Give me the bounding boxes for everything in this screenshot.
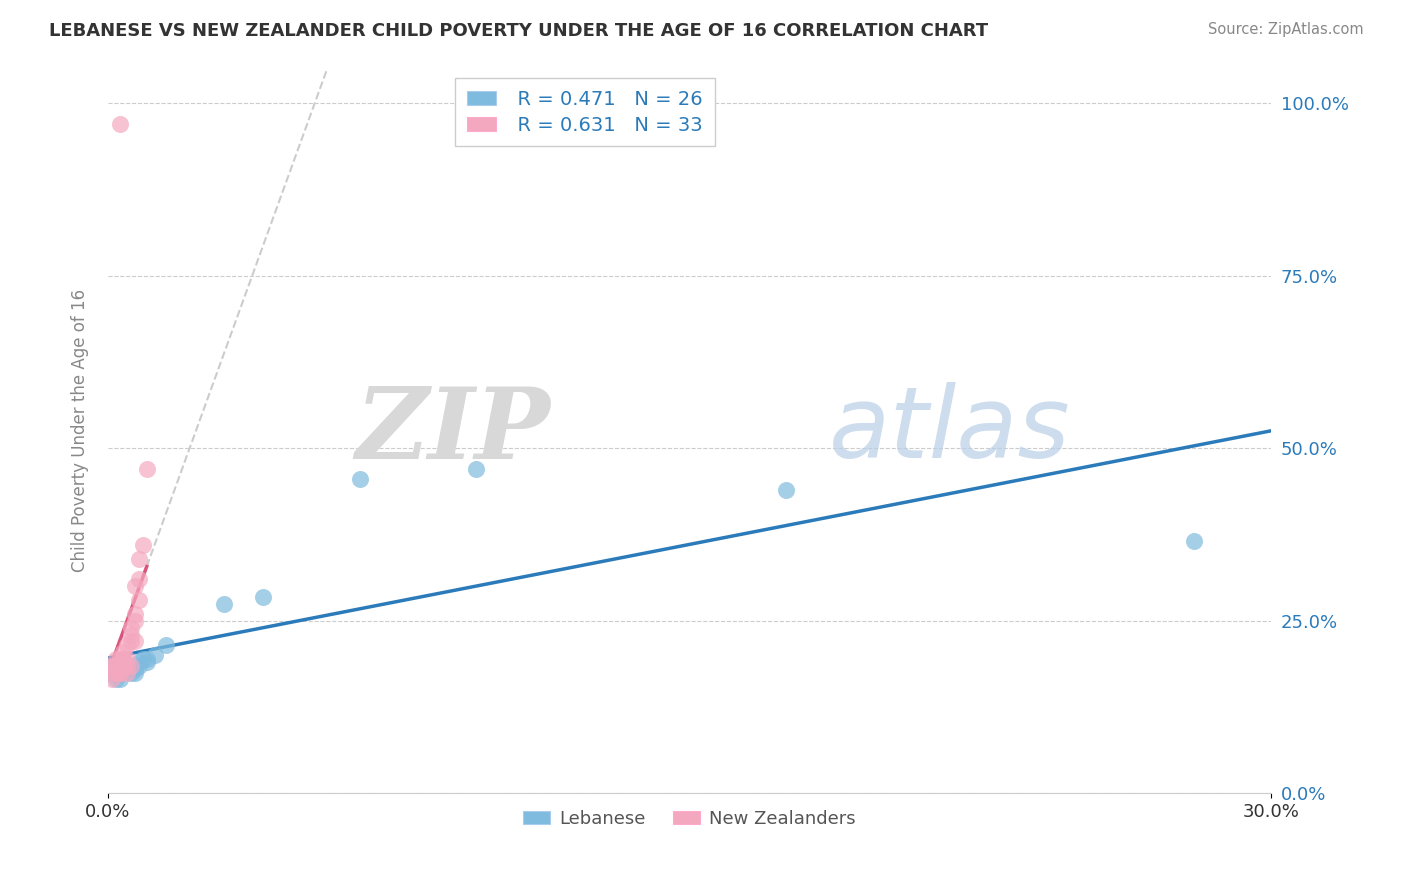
Point — [108, 117, 131, 131]
Point — [124, 579, 146, 593]
Point — [120, 627, 142, 641]
Point — [117, 665, 139, 680]
Point — [465, 462, 488, 476]
Point — [112, 658, 135, 673]
Point — [112, 645, 135, 659]
Text: ZIP: ZIP — [354, 383, 550, 479]
Point — [108, 651, 131, 665]
Point — [117, 651, 139, 665]
Point — [108, 665, 131, 680]
Point — [128, 658, 150, 673]
Point — [128, 572, 150, 586]
Point — [128, 551, 150, 566]
Text: Source: ZipAtlas.com: Source: ZipAtlas.com — [1208, 22, 1364, 37]
Point — [108, 658, 131, 673]
Point — [104, 651, 127, 665]
Point — [132, 651, 155, 665]
Point — [104, 658, 127, 673]
Point — [775, 483, 797, 497]
Point — [117, 658, 139, 673]
Point — [104, 665, 127, 680]
Point — [1182, 534, 1205, 549]
Point — [120, 665, 142, 680]
Text: LEBANESE VS NEW ZEALANDER CHILD POVERTY UNDER THE AGE OF 16 CORRELATION CHART: LEBANESE VS NEW ZEALANDER CHILD POVERTY … — [49, 22, 988, 40]
Point — [124, 614, 146, 628]
Point — [112, 651, 135, 665]
Y-axis label: Child Poverty Under the Age of 16: Child Poverty Under the Age of 16 — [72, 289, 89, 573]
Legend: Lebanese, New Zealanders: Lebanese, New Zealanders — [516, 803, 863, 835]
Point — [120, 658, 142, 673]
Point — [117, 658, 139, 673]
Point — [108, 658, 131, 673]
Point — [132, 538, 155, 552]
Point — [124, 662, 146, 676]
Point — [120, 658, 142, 673]
Point — [112, 651, 135, 665]
Point — [104, 658, 127, 673]
Point — [101, 658, 124, 673]
Point — [120, 621, 142, 635]
Point — [155, 638, 177, 652]
Point — [135, 462, 157, 476]
Point — [120, 634, 142, 648]
Point — [104, 673, 127, 687]
Point — [101, 658, 124, 673]
Point — [124, 665, 146, 680]
Point — [108, 665, 131, 680]
Point — [143, 648, 166, 663]
Point — [124, 607, 146, 621]
Point — [112, 658, 135, 673]
Point — [108, 673, 131, 687]
Point — [128, 593, 150, 607]
Point — [104, 665, 127, 680]
Point — [101, 665, 124, 680]
Text: atlas: atlas — [830, 383, 1071, 479]
Point — [349, 472, 371, 486]
Point — [214, 597, 236, 611]
Point — [135, 651, 157, 665]
Point — [135, 655, 157, 669]
Point — [101, 665, 124, 680]
Point — [117, 638, 139, 652]
Point — [128, 655, 150, 669]
Point — [124, 634, 146, 648]
Point — [252, 590, 274, 604]
Point — [117, 662, 139, 676]
Point — [101, 673, 124, 687]
